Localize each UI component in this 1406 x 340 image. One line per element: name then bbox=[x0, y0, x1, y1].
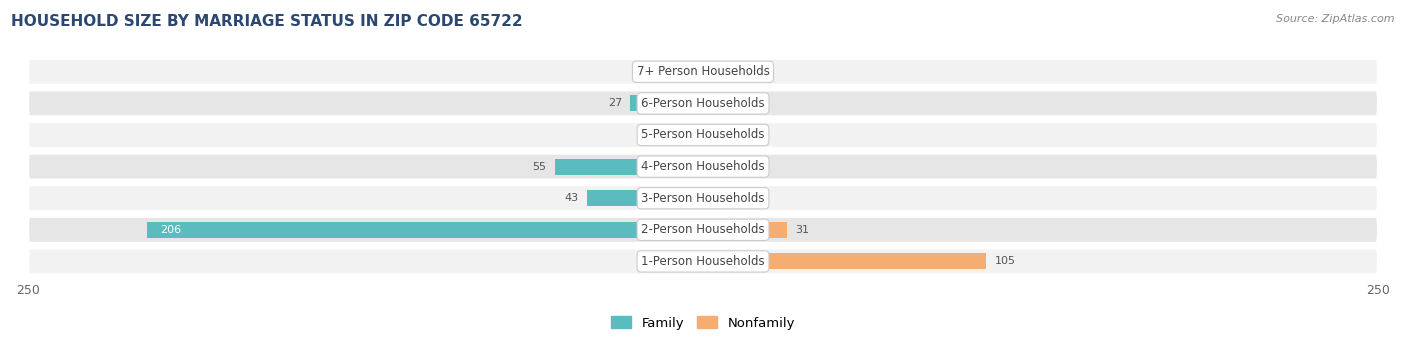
Bar bbox=[703, 95, 752, 112]
Text: 27: 27 bbox=[607, 98, 621, 108]
Text: 2-Person Households: 2-Person Households bbox=[641, 223, 765, 236]
Bar bbox=[703, 222, 787, 238]
Bar bbox=[146, 222, 703, 238]
Text: 3-Person Households: 3-Person Households bbox=[641, 192, 765, 205]
Text: 105: 105 bbox=[994, 256, 1015, 267]
Text: 0: 0 bbox=[759, 98, 766, 108]
Text: 55: 55 bbox=[533, 162, 547, 172]
Bar bbox=[703, 64, 752, 80]
Bar bbox=[654, 64, 703, 80]
Text: 0: 0 bbox=[759, 162, 766, 172]
Bar bbox=[703, 190, 752, 206]
Text: 0: 0 bbox=[759, 193, 766, 203]
Text: 0: 0 bbox=[640, 256, 647, 267]
FancyBboxPatch shape bbox=[28, 217, 1378, 243]
Text: 5-Person Households: 5-Person Households bbox=[641, 129, 765, 141]
Bar bbox=[630, 95, 703, 112]
Text: 4-Person Households: 4-Person Households bbox=[641, 160, 765, 173]
Text: HOUSEHOLD SIZE BY MARRIAGE STATUS IN ZIP CODE 65722: HOUSEHOLD SIZE BY MARRIAGE STATUS IN ZIP… bbox=[11, 14, 523, 29]
FancyBboxPatch shape bbox=[28, 249, 1378, 274]
Bar bbox=[703, 127, 752, 143]
Bar bbox=[703, 253, 987, 270]
Text: 0: 0 bbox=[759, 67, 766, 77]
FancyBboxPatch shape bbox=[28, 185, 1378, 211]
FancyBboxPatch shape bbox=[28, 122, 1378, 148]
Text: 1-Person Households: 1-Person Households bbox=[641, 255, 765, 268]
Bar bbox=[554, 158, 703, 175]
FancyBboxPatch shape bbox=[28, 59, 1378, 85]
Text: 0: 0 bbox=[640, 67, 647, 77]
Text: 7+ Person Households: 7+ Person Households bbox=[637, 65, 769, 78]
FancyBboxPatch shape bbox=[28, 154, 1378, 180]
Legend: Family, Nonfamily: Family, Nonfamily bbox=[606, 311, 800, 335]
Text: 6-Person Households: 6-Person Households bbox=[641, 97, 765, 110]
Text: 43: 43 bbox=[565, 193, 579, 203]
Bar bbox=[586, 190, 703, 206]
Text: 206: 206 bbox=[160, 225, 181, 235]
Text: 0: 0 bbox=[759, 130, 766, 140]
Bar bbox=[654, 127, 703, 143]
Bar bbox=[703, 158, 752, 175]
Text: 0: 0 bbox=[640, 130, 647, 140]
Text: Source: ZipAtlas.com: Source: ZipAtlas.com bbox=[1277, 14, 1395, 23]
Text: 31: 31 bbox=[794, 225, 808, 235]
FancyBboxPatch shape bbox=[28, 90, 1378, 116]
Bar bbox=[654, 253, 703, 270]
